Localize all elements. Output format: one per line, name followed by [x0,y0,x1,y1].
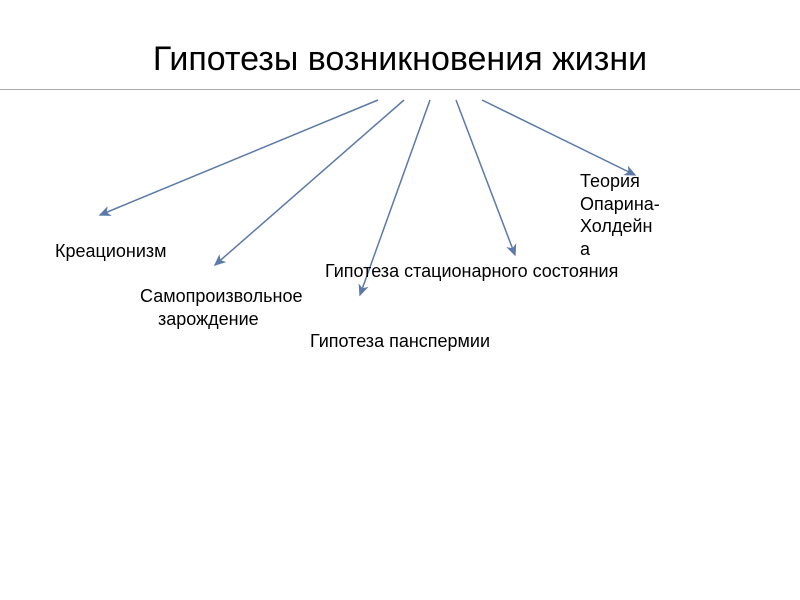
label-oparin-haldane: Теория Опарина- Холдейн а [580,170,660,260]
label-creationism: Креационизм [55,240,167,263]
text-line: а [580,239,590,259]
text-line: Холдейн [580,216,652,236]
text-line: Опарина- [580,194,660,214]
label-stationary-state: Гипотеза стационарного состояния [325,260,618,283]
arrow-line [215,100,404,265]
arrow-line [456,100,515,255]
diagram-title: Гипотезы возникновения жизни [0,40,800,90]
arrow-line [100,100,378,215]
text-line: Теория [580,171,640,191]
text-line: Самопроизвольное [140,286,303,306]
arrow-line [482,100,635,175]
arrows-layer [0,0,800,600]
label-spontaneous-generation: Самопроизвольное зарождение [140,285,303,330]
text-line: зарождение [140,309,259,329]
label-panspermia: Гипотеза панспермии [310,330,490,353]
